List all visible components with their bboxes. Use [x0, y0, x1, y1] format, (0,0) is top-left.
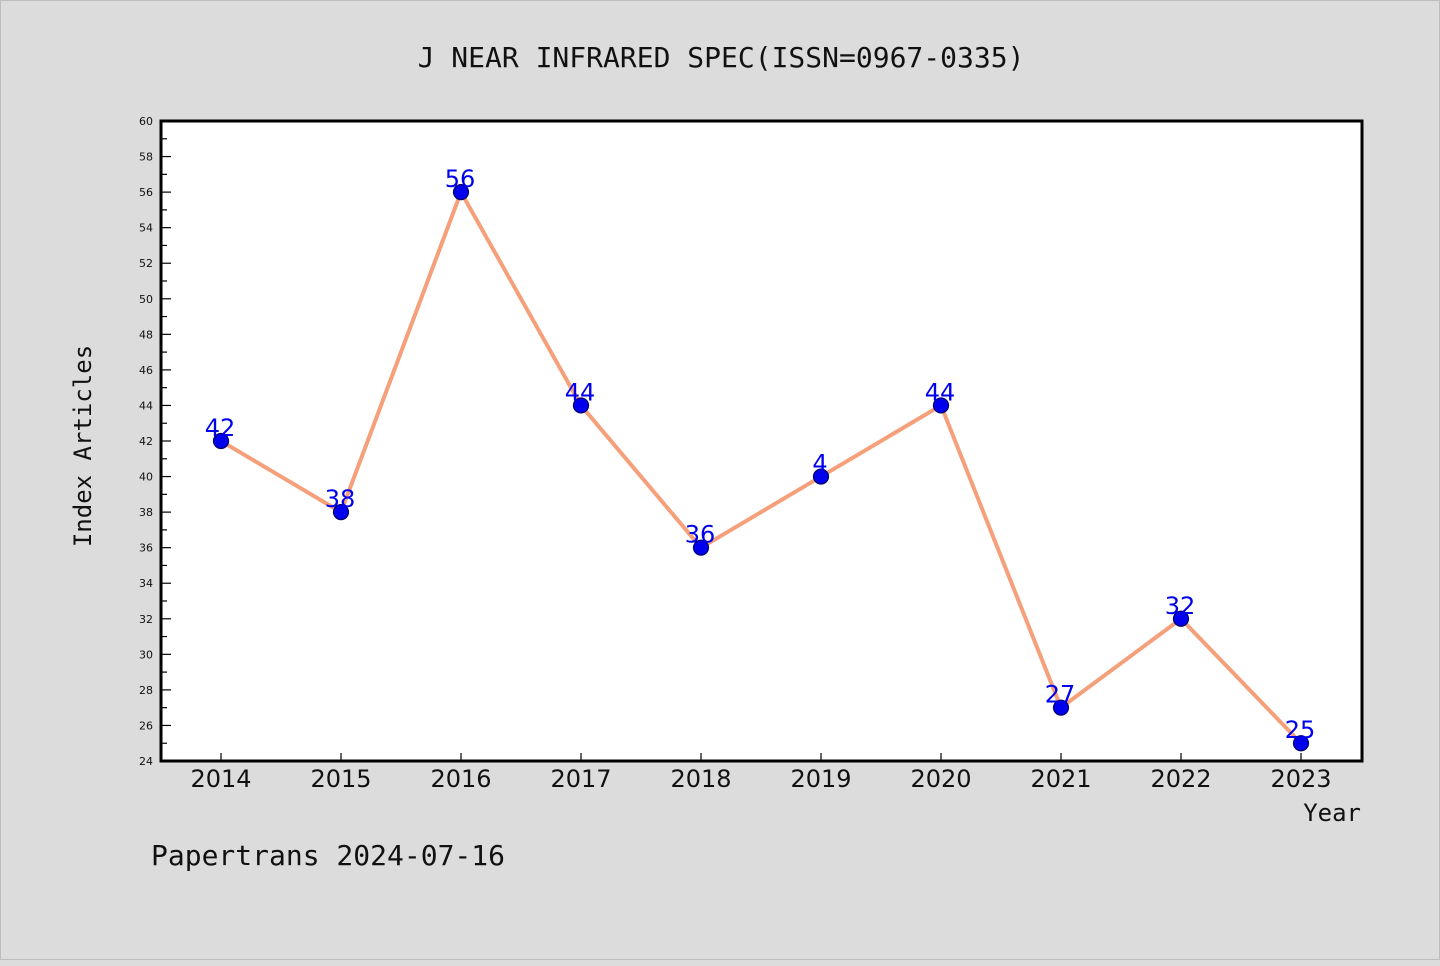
y-tick-label: 56 — [139, 186, 153, 199]
y-tick-label: 42 — [139, 435, 153, 448]
y-tick-label: 38 — [139, 506, 153, 519]
data-label: 4 — [812, 450, 827, 478]
data-label: 56 — [445, 165, 476, 193]
data-label: 36 — [685, 521, 716, 549]
data-label: 44 — [925, 378, 956, 406]
y-tick-label: 34 — [139, 577, 153, 590]
data-label: 44 — [565, 378, 596, 406]
x-axis-title: Year — [1303, 799, 1361, 827]
x-tick-label: 2017 — [550, 765, 611, 793]
data-points — [212, 184, 1310, 752]
plot-area — [161, 121, 1362, 761]
y-tick-label: 58 — [139, 151, 153, 164]
watermark-text: Papertrans 2024-07-16 — [151, 839, 505, 872]
data-point — [452, 184, 470, 201]
data-point — [1292, 735, 1310, 752]
data-point — [932, 397, 950, 414]
x-tick-label: 2023 — [1270, 765, 1331, 793]
y-tick-label: 52 — [139, 257, 153, 270]
y-tick-label: 48 — [139, 328, 153, 341]
data-label: 38 — [325, 485, 356, 513]
data-point — [212, 432, 230, 450]
x-tick-label: 2020 — [910, 765, 971, 793]
x-tick-label: 2016 — [430, 765, 491, 793]
x-tick-label: 2015 — [310, 765, 371, 793]
y-tick-label: 28 — [139, 684, 153, 697]
data-point — [332, 504, 350, 521]
y-tick-label: 44 — [139, 399, 153, 412]
data-point — [692, 539, 710, 556]
series-line-layer — [219, 190, 1303, 746]
y-tick-label: 32 — [139, 613, 153, 626]
data-label: 25 — [1285, 716, 1316, 744]
y-tick-label: 54 — [139, 222, 153, 235]
data-point — [572, 397, 590, 414]
x-tick-label: 2021 — [1030, 765, 1091, 793]
data-label: 32 — [1165, 592, 1196, 620]
series-line — [219, 190, 1303, 746]
y-tick-label: 60 — [139, 115, 153, 128]
y-tick-label: 40 — [139, 471, 153, 484]
data-point — [1052, 699, 1070, 716]
y-axis-title: Index Articles — [69, 345, 97, 547]
y-tick-label: 46 — [139, 364, 153, 377]
x-tick-label: 2014 — [190, 765, 251, 793]
x-tick-label: 2022 — [1150, 765, 1211, 793]
y-tick-labels: 24 26 28 30 32 34 36 38 40 42 44 46 48 50 52 54 56 58 60 — [139, 115, 153, 768]
plot-frame — [159, 119, 1364, 763]
data-point — [812, 468, 830, 485]
data-label: 42 — [205, 414, 236, 442]
y-tick-label: 30 — [139, 648, 153, 661]
x-tick-label: 2019 — [790, 765, 851, 793]
x-tick-label: 2018 — [670, 765, 731, 793]
y-tick-label: 50 — [139, 293, 153, 306]
y-tick-label: 36 — [139, 542, 153, 555]
data-point — [1172, 610, 1190, 627]
y-tick-label: 26 — [139, 719, 153, 732]
data-label: 27 — [1045, 681, 1076, 709]
x-tick-labels: 2014 2015 2016 2017 2018 2019 2020 2021 2022 2023 — [190, 765, 1331, 793]
y-tick-label: 24 — [139, 755, 153, 768]
chart-title: J NEAR INFRARED SPEC(ISSN=0967-0335) — [418, 41, 1025, 74]
